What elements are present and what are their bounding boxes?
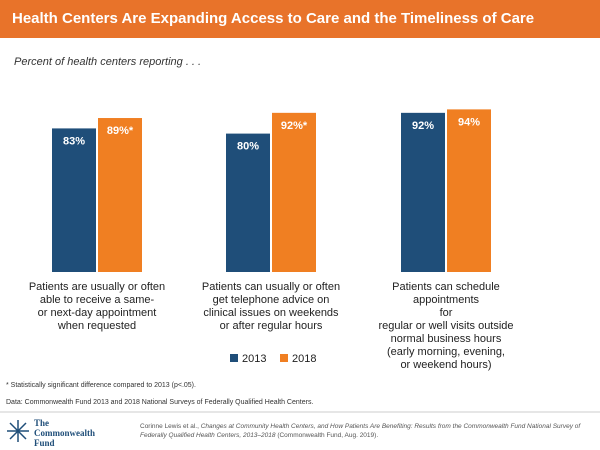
citation: Corinne Lewis et al., Changes at Communi… bbox=[140, 422, 590, 440]
value-label: 80% bbox=[237, 141, 259, 153]
footnote: * Statistically significant difference c… bbox=[6, 382, 196, 389]
bar bbox=[52, 128, 96, 272]
legend-label: 2018 bbox=[292, 353, 316, 365]
x-tick-label: Patients can schedule appointments for r… bbox=[378, 281, 514, 371]
value-label: 94% bbox=[458, 116, 480, 128]
citation-author: Corinne Lewis et al., bbox=[140, 423, 201, 430]
value-label: 89%* bbox=[107, 125, 134, 137]
bar bbox=[98, 118, 142, 272]
logo-text: The Commonwealth Fund bbox=[34, 418, 95, 448]
chart-title: Health Centers Are Expanding Access to C… bbox=[12, 10, 535, 27]
source: Data: Commonwealth Fund 2013 and 2018 Na… bbox=[6, 399, 314, 406]
subtitle: Percent of health centers reporting . . … bbox=[14, 56, 202, 68]
legend-label: 2013 bbox=[242, 353, 266, 365]
bar bbox=[401, 112, 445, 272]
bar bbox=[272, 112, 316, 272]
legend-swatch bbox=[280, 354, 288, 362]
value-label: 83% bbox=[63, 135, 85, 147]
header-bar bbox=[0, 0, 600, 38]
x-tick-label: Patients can usually or often get teleph… bbox=[201, 281, 341, 332]
bar bbox=[226, 133, 270, 272]
logo-icon bbox=[7, 420, 29, 442]
value-label: 92% bbox=[412, 120, 434, 132]
legend-swatch bbox=[230, 354, 238, 362]
citation-title: Changes at Community Health Centers, and… bbox=[140, 423, 581, 439]
value-label: 92%* bbox=[281, 120, 308, 132]
x-tick-label: Patients are usually or often able to re… bbox=[28, 281, 166, 332]
bar bbox=[447, 109, 491, 272]
citation-source: (Commonwealth Fund, Aug. 2019). bbox=[275, 432, 379, 439]
